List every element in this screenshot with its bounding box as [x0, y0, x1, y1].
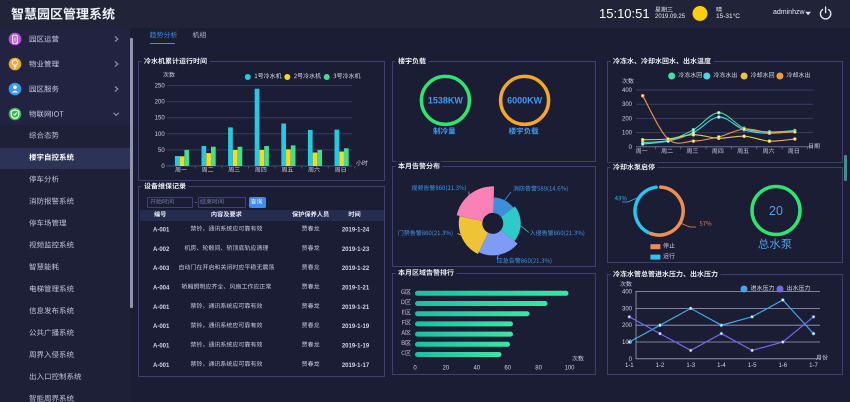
- svg-text:0: 0: [629, 145, 633, 151]
- svg-text:400: 400: [622, 290, 633, 296]
- svg-text:2019-1-22: 2019-1-22: [342, 266, 370, 272]
- svg-text:0: 0: [629, 357, 633, 363]
- svg-text:2019-1-21: 2019-1-21: [342, 305, 370, 311]
- svg-text:1-4: 1-4: [717, 363, 726, 369]
- svg-text:20: 20: [443, 365, 450, 371]
- svg-text:1538KW: 1538KW: [428, 96, 464, 106]
- svg-text:A-001: A-001: [153, 344, 170, 350]
- svg-text:6000KW: 6000KW: [507, 96, 543, 106]
- svg-text:1-3: 1-3: [686, 363, 695, 369]
- svg-text:A-001: A-001: [153, 305, 170, 311]
- svg-text:2019-1-17: 2019-1-17: [342, 363, 370, 369]
- svg-text:2019-1-23: 2019-1-23: [342, 247, 370, 253]
- svg-text:A-002: A-002: [153, 247, 170, 253]
- svg-text:1-5: 1-5: [748, 363, 757, 369]
- svg-text:100: 100: [155, 132, 166, 138]
- svg-text:300: 300: [622, 102, 633, 108]
- svg-text:100: 100: [622, 340, 633, 346]
- svg-text:A-001: A-001: [153, 324, 170, 330]
- svg-text:100: 100: [564, 365, 575, 371]
- svg-text:A-001: A-001: [153, 363, 170, 369]
- svg-text:1-7: 1-7: [809, 363, 818, 369]
- svg-text:150: 150: [155, 116, 166, 122]
- svg-text:40: 40: [473, 365, 480, 371]
- svg-text:400: 400: [622, 88, 633, 94]
- svg-text:200: 200: [622, 116, 633, 122]
- svg-text:1-2: 1-2: [656, 363, 665, 369]
- svg-text:1-6: 1-6: [778, 363, 787, 369]
- svg-text:50: 50: [158, 148, 165, 154]
- svg-text:200: 200: [155, 100, 166, 106]
- svg-text:2019-1-21: 2019-1-21: [342, 286, 370, 292]
- svg-text:80: 80: [535, 365, 542, 371]
- svg-text:A-004: A-004: [153, 286, 170, 292]
- svg-text:200: 200: [622, 323, 633, 329]
- svg-text:300: 300: [622, 306, 633, 312]
- svg-text:60: 60: [504, 365, 511, 371]
- svg-text:100: 100: [622, 131, 633, 137]
- svg-text:250: 250: [155, 84, 166, 90]
- svg-text:0: 0: [161, 164, 165, 170]
- svg-text:2019-1-24: 2019-1-24: [342, 228, 370, 234]
- svg-text:2019-1-19: 2019-1-19: [342, 344, 370, 350]
- svg-text:2019-1-19: 2019-1-19: [342, 324, 370, 330]
- svg-text:A-001: A-001: [153, 228, 170, 234]
- svg-text:A-003: A-003: [153, 266, 170, 272]
- svg-text:0: 0: [413, 365, 417, 371]
- svg-text:1-1: 1-1: [625, 363, 634, 369]
- svg-text:20: 20: [769, 204, 783, 218]
